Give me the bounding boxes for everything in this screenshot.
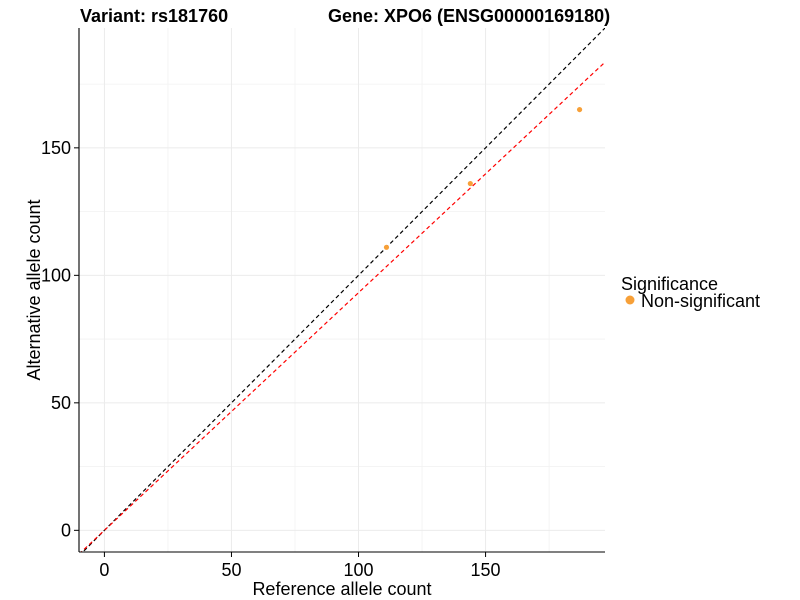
y-tick-label: 50 xyxy=(51,393,71,413)
title-gene: Gene: XPO6 (ENSG00000169180) xyxy=(328,6,610,26)
axes: 0 50 100 150 0 50 100 150 xyxy=(41,28,605,580)
reference-line-identity xyxy=(81,28,605,552)
reference-lines xyxy=(80,28,605,552)
reference-line-fit xyxy=(80,61,605,552)
legend-key-non-significant xyxy=(625,295,635,305)
x-axis-title: Reference allele count xyxy=(252,579,431,599)
data-point xyxy=(383,244,390,250)
y-tick-label: 100 xyxy=(41,265,71,285)
data-points xyxy=(383,106,583,250)
title-variant: Variant: rs181760 xyxy=(80,6,228,26)
x-tick-label: 50 xyxy=(221,560,241,580)
y-tick-label: 0 xyxy=(61,520,71,540)
y-axis-title: Alternative allele count xyxy=(24,199,44,380)
grid xyxy=(79,28,605,552)
legend-title: Significance xyxy=(621,274,718,294)
legend: Significance Non-significant xyxy=(621,274,760,311)
data-point xyxy=(576,106,583,113)
data-point xyxy=(467,180,473,187)
legend-label-non-significant: Non-significant xyxy=(641,291,760,311)
y-tick-label: 150 xyxy=(41,138,71,158)
x-tick-label: 100 xyxy=(343,560,373,580)
x-tick-label: 0 xyxy=(99,560,109,580)
x-tick-label: 150 xyxy=(471,560,501,580)
